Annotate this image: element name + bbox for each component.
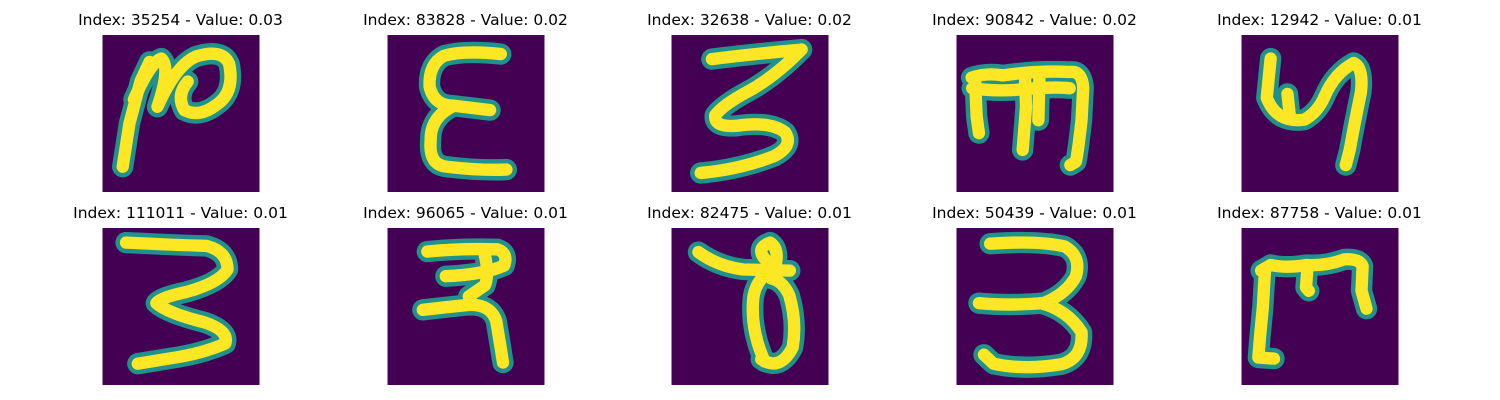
digit-image [102, 35, 260, 192]
cell-title: Index: 12942 - Value: 0.01 [1177, 11, 1462, 29]
digit-image [671, 228, 829, 385]
digit-image [102, 228, 260, 385]
cell-title: Index: 50439 - Value: 0.01 [892, 204, 1177, 222]
cell-title: Index: 83828 - Value: 0.02 [323, 11, 608, 29]
digit-cell: Index: 87758 - Value: 0.01 [1177, 193, 1462, 383]
digit-cell: Index: 96065 - Value: 0.01 [323, 193, 608, 383]
digit-cell: Index: 12942 - Value: 0.01 [1177, 0, 1462, 190]
digit-cell: Index: 90842 - Value: 0.02 [892, 0, 1177, 190]
cell-title: Index: 82475 - Value: 0.01 [607, 204, 892, 222]
glyph-stroke [1306, 265, 1309, 291]
digit-cell: Index: 111011 - Value: 0.01 [38, 193, 323, 383]
digit-image [1241, 35, 1399, 192]
cell-title: Index: 111011 - Value: 0.01 [38, 204, 323, 222]
digit-cell: Index: 35254 - Value: 0.03 [38, 0, 323, 190]
digit-cell: Index: 32638 - Value: 0.02 [607, 0, 892, 190]
cell-title: Index: 90842 - Value: 0.02 [892, 11, 1177, 29]
cell-title: Index: 32638 - Value: 0.02 [607, 11, 892, 29]
digit-image [956, 228, 1114, 385]
digit-cell: Index: 50439 - Value: 0.01 [892, 193, 1177, 383]
digit-image [1241, 228, 1399, 385]
digit-image [387, 35, 545, 192]
glyph-stroke [1038, 76, 1039, 120]
digit-image [387, 228, 545, 385]
digit-image [671, 35, 829, 192]
glyph-stroke [1287, 94, 1289, 115]
digit-image [956, 35, 1114, 192]
digit-cell: Index: 83828 - Value: 0.02 [323, 0, 608, 190]
cell-title: Index: 87758 - Value: 0.01 [1177, 204, 1462, 222]
cell-title: Index: 35254 - Value: 0.03 [38, 11, 323, 29]
cell-title: Index: 96065 - Value: 0.01 [323, 204, 608, 222]
glyph-stroke [1023, 74, 1026, 150]
digit-cell: Index: 82475 - Value: 0.01 [607, 193, 892, 383]
